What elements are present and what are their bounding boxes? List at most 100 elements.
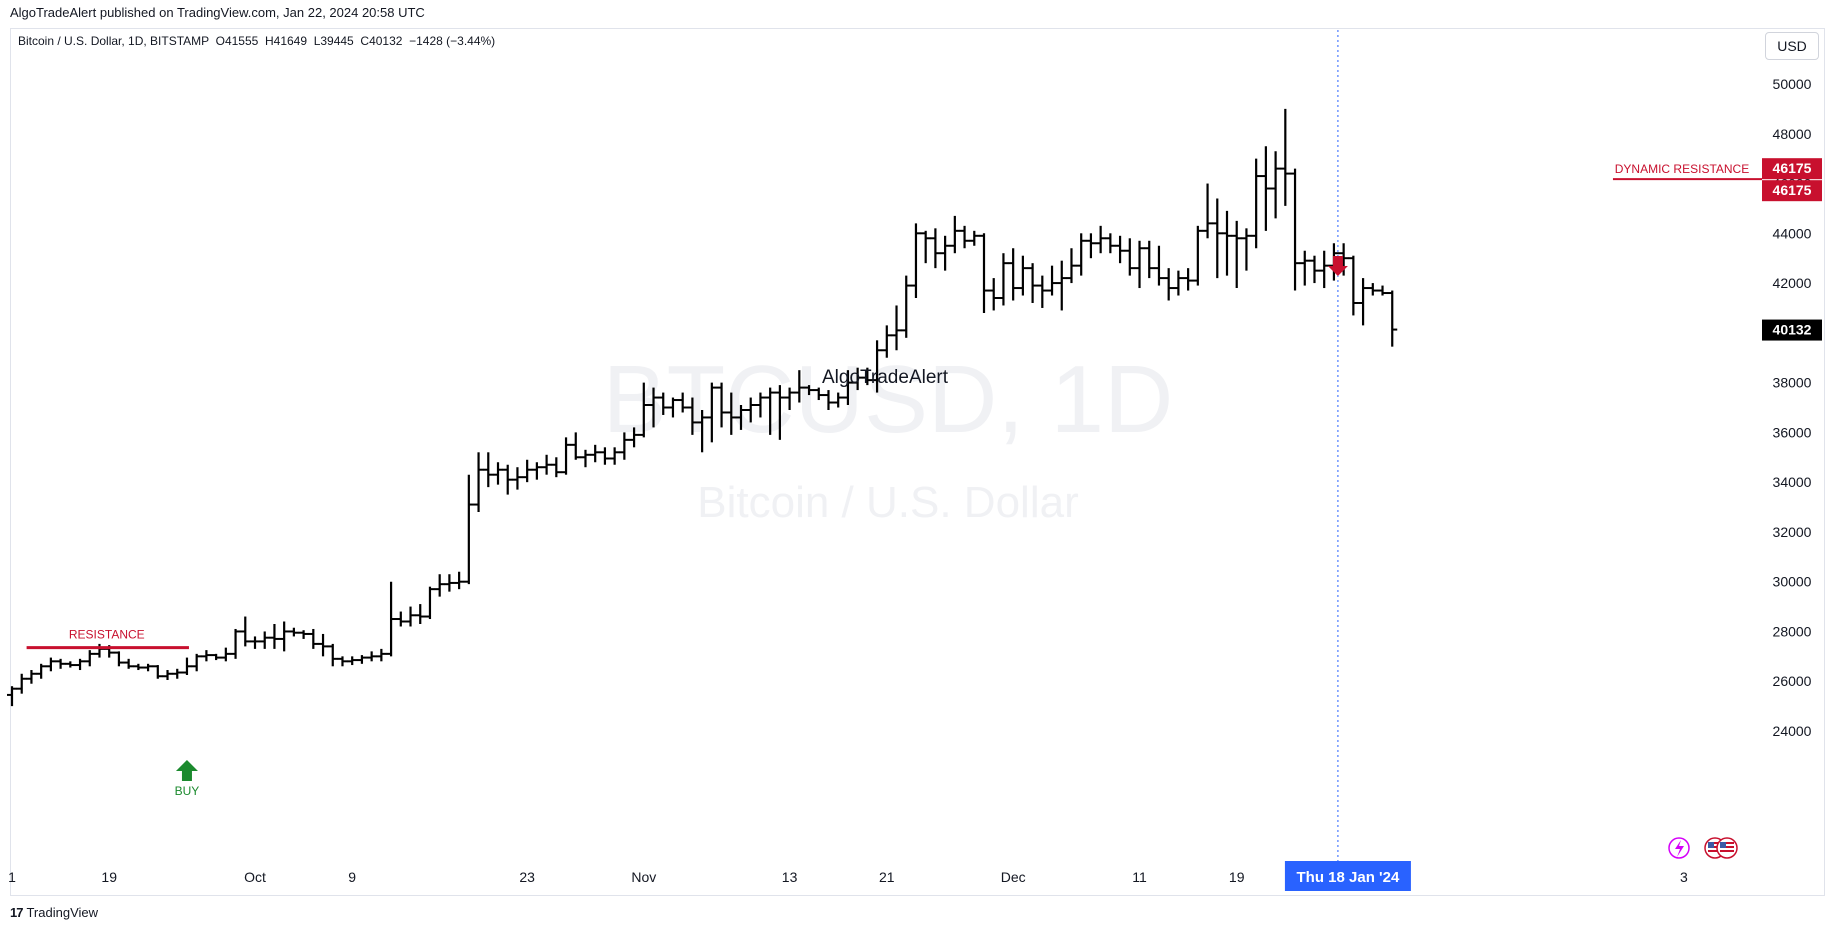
ohlc-bar (1231, 220, 1242, 289)
date-badge-bg (1284, 861, 1411, 891)
ohlc-bar (697, 409, 708, 453)
price-badge-bg (1762, 180, 1822, 202)
ohlc-bars (7, 108, 1398, 707)
ohlc-bar (940, 235, 951, 271)
ohlc-bar (220, 647, 231, 662)
ohlc-bar (1377, 285, 1388, 296)
buy-arrow-shape (175, 760, 198, 781)
ohlc-bar (259, 631, 270, 649)
ohlc-bar (1085, 233, 1096, 259)
ohlc-bar (833, 392, 844, 408)
ohlc-bar (522, 459, 533, 483)
price-tick-label: 30000 (1773, 574, 1812, 590)
ohlc-bar (1153, 245, 1164, 286)
ohlc-bar (463, 474, 474, 585)
ohlc-bar (444, 574, 455, 592)
price-tick-label: 42000 (1773, 275, 1812, 291)
ohlc-bar (862, 367, 873, 386)
ohlc-bar (434, 574, 445, 597)
ohlc-bar (75, 658, 86, 671)
watermark-name: Bitcoin / U.S. Dollar (697, 478, 1078, 527)
ohlc-bar (901, 275, 912, 338)
price-badge-text: 40132 (1773, 322, 1812, 338)
price-tick-label: 26000 (1773, 673, 1812, 689)
ohlc-bar (765, 387, 776, 435)
ohlc-bar (609, 447, 620, 465)
time-tick-label: 11 (1132, 869, 1147, 885)
ohlc-bar (1192, 225, 1203, 286)
ohlc-bar (502, 464, 513, 495)
ohlc-bar (318, 633, 329, 657)
ohlc-bar (1222, 210, 1232, 276)
ohlc-bar (531, 462, 542, 480)
author-label: AlgoTradeAlert (822, 367, 949, 388)
ohlc-bar (250, 636, 260, 649)
ohlc-bar (1348, 255, 1359, 316)
ohlc-bar (1299, 250, 1310, 286)
watermark-symbol: BTCUSD, 1D (603, 346, 1174, 453)
us-flag-icon[interactable] (1716, 837, 1738, 859)
price-tick-label: 24000 (1773, 723, 1812, 739)
ohlc-bar (123, 658, 134, 669)
ohlc-bar (872, 340, 883, 393)
ohlc-bar (327, 643, 338, 667)
ohlc-bar (356, 655, 367, 664)
ohlc-bar (376, 648, 387, 662)
ohlc-bar (852, 367, 863, 391)
time-tick-label: 19 (101, 869, 117, 885)
ohlc-bar (1076, 233, 1087, 276)
ohlc-bar (667, 397, 678, 418)
ohlc-bar (1037, 275, 1048, 308)
ohlc-bar (201, 650, 212, 662)
ohlc-bar (677, 392, 688, 413)
price-badges: 46175 46175 40132 (1762, 158, 1822, 341)
ohlc-bar (1047, 265, 1058, 296)
ohlc-bar (454, 571, 465, 590)
ohlc-bar (298, 630, 309, 639)
ohlc-bar (1017, 255, 1028, 296)
ohlc-bar (949, 215, 960, 254)
ohlc-bar (1270, 151, 1281, 219)
flash-icon[interactable] (1668, 837, 1690, 859)
tradingview-footer[interactable]: 17 TradingView (10, 905, 98, 920)
ohlc-bar (1260, 146, 1271, 231)
ohlc-bar (133, 663, 144, 671)
symbol-ohlc-legend: Bitcoin / U.S. Dollar, 1D, BITSTAMP O415… (18, 34, 496, 48)
buy-arrow-icon (175, 760, 198, 781)
ohlc-bar (969, 230, 980, 246)
ohlc-bar (1387, 290, 1398, 347)
ohlc-bar (1241, 228, 1252, 271)
ohlc-bar (1251, 158, 1262, 249)
ohlc-bar (658, 392, 669, 415)
ohlc-bar (1367, 283, 1378, 296)
ohlc-bar (94, 643, 105, 658)
ohlc-bar (988, 278, 999, 311)
ohlc-bar (1290, 168, 1301, 291)
ohlc-bar (1173, 270, 1184, 296)
ohlc-bar (716, 382, 727, 428)
ohlc-bar (1056, 260, 1067, 311)
ohlc-bar (1134, 240, 1145, 289)
price-tick-label: 48000 (1773, 126, 1812, 142)
date-badge-text: Thu 18 Jan '24 (1297, 869, 1400, 886)
time-tick-label: 23 (519, 869, 535, 885)
ohlc-bar (619, 432, 630, 460)
ohlc-bar (580, 449, 591, 468)
dynamic-resistance-label: DYNAMIC RESISTANCE (1615, 162, 1749, 176)
ohlc-bar (279, 621, 290, 652)
ohlc-bar (638, 382, 649, 438)
chart-frame (10, 28, 1825, 896)
ohlc-bar (366, 651, 377, 662)
currency-button[interactable]: USD (1765, 32, 1819, 60)
price-tick-label: 44000 (1773, 225, 1812, 241)
ohlc-bar (45, 657, 56, 672)
price-badge-bg (1762, 158, 1822, 180)
ohlc-bar (395, 611, 406, 627)
time-tick-label: 13 (782, 869, 798, 885)
time-tick-label: 19 (1229, 869, 1245, 885)
ohlc-bar (386, 581, 397, 657)
ohlc-bar (308, 628, 319, 649)
time-tick-label: 21 (879, 869, 895, 885)
time-tick-label: Oct (244, 869, 266, 885)
